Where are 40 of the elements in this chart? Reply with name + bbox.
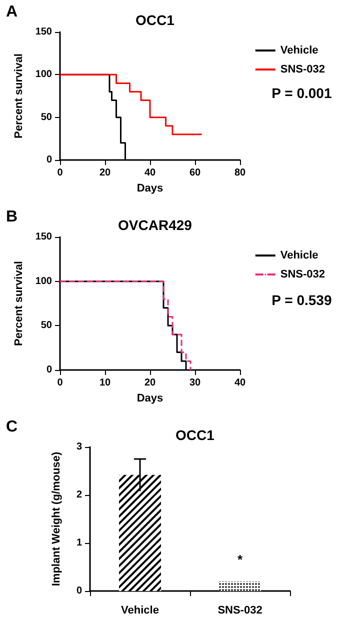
y-tick-label: 1 — [76, 538, 82, 548]
y-axis-title: Percent survival — [12, 261, 25, 346]
legend-label: Vehicle — [280, 250, 318, 262]
legend-label: SNS-032 — [280, 268, 326, 280]
text: B — [6, 208, 18, 226]
y-tick-label: 3 — [76, 442, 82, 452]
x-tick-label: 40 — [234, 378, 246, 388]
text: A — [6, 4, 18, 20]
text: P = 0.001 — [272, 85, 332, 102]
y-tick-label: 0 — [46, 364, 52, 376]
y-tick-label: 0 — [76, 586, 82, 596]
annotation: * — [237, 552, 244, 567]
chart-title: OCC1 — [136, 12, 175, 28]
y-tick-label: 2 — [76, 490, 82, 500]
y-tick-label: 150 — [35, 26, 52, 38]
x-axis-title: Days — [136, 392, 164, 404]
x-tick-label: 60 — [189, 168, 201, 178]
y-tick-label: 100 — [35, 276, 52, 287]
y-axis-title: Implant Weight (g/mouse) — [50, 452, 62, 586]
x-tick-label: 0 — [57, 168, 64, 178]
y-tick-label: 0 — [46, 154, 52, 166]
chart-title: OVCAR429 — [118, 217, 192, 233]
x-tick-label: 20 — [99, 168, 111, 178]
y-tick-label: 50 — [40, 112, 52, 123]
chart-title: OCC1 — [176, 427, 215, 443]
x-tick-label: 10 — [99, 378, 111, 388]
text: C — [6, 418, 18, 436]
text: P = 0.539 — [272, 292, 332, 308]
x-tick-label: 0 — [57, 378, 64, 388]
x-tick-label: 30 — [189, 378, 201, 388]
x-tick-label: 80 — [234, 168, 246, 178]
y-tick-label: 100 — [35, 69, 52, 80]
x-tick-label: 40 — [144, 168, 156, 178]
x-tick-label: 20 — [144, 378, 156, 388]
legend-label: SNS-032 — [280, 64, 326, 76]
x-axis-title: Days — [136, 182, 164, 194]
y-axis-title: Percent survival — [12, 54, 25, 138]
legend-label: Vehicle — [280, 44, 318, 56]
y-tick-label: 50 — [40, 320, 52, 332]
y-tick-label: 150 — [35, 232, 52, 242]
